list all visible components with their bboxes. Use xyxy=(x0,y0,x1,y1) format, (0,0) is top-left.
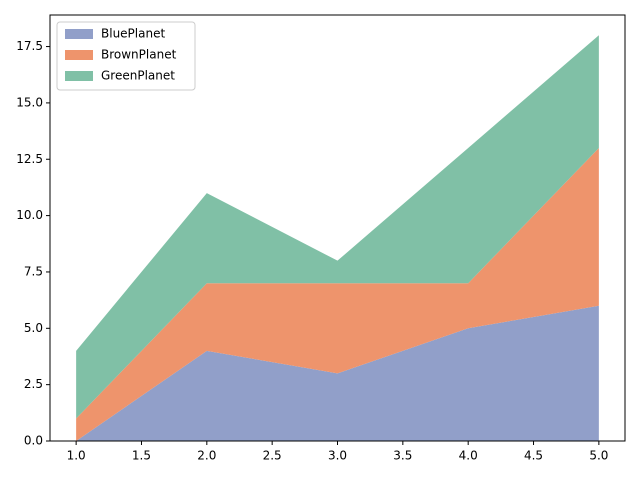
legend-swatch xyxy=(65,71,93,81)
x-tick-label: 2.0 xyxy=(197,449,216,463)
legend-swatch xyxy=(65,29,93,39)
x-tick-label: 1.0 xyxy=(67,449,86,463)
x-tick-label: 2.5 xyxy=(263,449,282,463)
x-tick-label: 4.5 xyxy=(524,449,543,463)
y-tick-label: 0.0 xyxy=(24,434,43,448)
y-tick-label: 17.5 xyxy=(16,39,43,53)
y-tick-label: 10.0 xyxy=(16,208,43,222)
area xyxy=(76,35,599,419)
y-tick-label: 2.5 xyxy=(24,377,43,391)
x-tick-label: 4.0 xyxy=(459,449,478,463)
legend-label: BluePlanet xyxy=(101,27,165,41)
legend-label: BrownPlanet xyxy=(101,48,177,62)
y-tick-label: 15.0 xyxy=(16,95,43,109)
y-tick-label: 5.0 xyxy=(24,321,43,335)
x-tick-label: 5.0 xyxy=(589,449,608,463)
legend-swatch xyxy=(65,50,93,60)
y-tick-label: 7.5 xyxy=(24,264,43,278)
area xyxy=(76,147,599,441)
x-tick-label: 1.5 xyxy=(132,449,151,463)
x-tick-label: 3.5 xyxy=(393,449,412,463)
x-tick-label: 3.0 xyxy=(328,449,347,463)
y-tick-label: 12.5 xyxy=(16,152,43,166)
legend-label: GreenPlanet xyxy=(101,69,175,83)
